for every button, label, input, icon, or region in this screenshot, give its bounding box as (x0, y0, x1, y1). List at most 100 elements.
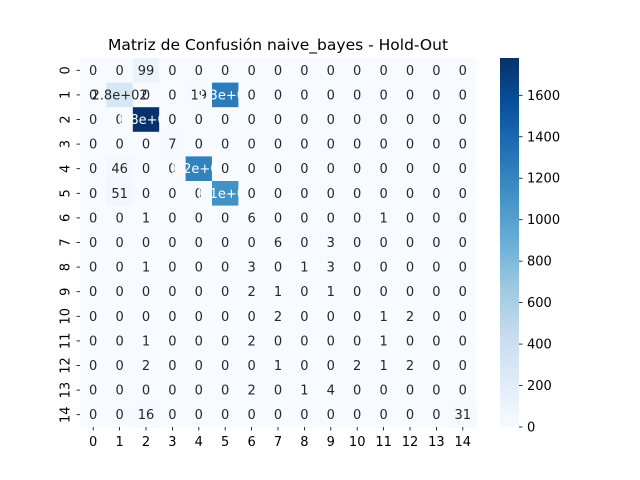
cell-label-r5-c3: 0 (168, 187, 176, 202)
heatmap-cell-r12-c8 (291, 353, 319, 379)
cell-label-r13-c9: 4 (327, 384, 335, 399)
cell-label-r11-c6: 2 (247, 334, 255, 349)
cell-label-r5-c7: 0 (274, 187, 282, 202)
cell-label-r12-c4: 0 (195, 359, 203, 374)
heatmap-cell-r0-c8 (291, 58, 319, 84)
cell-label-r5-c8: 0 (300, 187, 308, 202)
heatmap-cell-r14-c5 (212, 402, 239, 428)
cell-label-r14-c4: 0 (195, 408, 203, 423)
heatmap-cell-r9-c6 (238, 279, 266, 305)
cell-label-r1-c4: 19 (191, 88, 208, 103)
cell-label-r8-c10: 0 (353, 261, 361, 276)
heatmap-cell-r13-c7 (264, 377, 292, 403)
heatmap-cell-r5-c7 (264, 181, 292, 207)
heatmap-cell-r5-c2 (132, 181, 160, 207)
heatmap-cell-r13-c10 (344, 377, 371, 403)
cell-label-r9-c1: 0 (115, 285, 123, 300)
x-tick-label-11: 11 (375, 435, 392, 450)
cell-label-r0-c3: 0 (168, 64, 176, 79)
heatmap-cell-r8-c0 (80, 254, 107, 280)
heatmap-cell-r6-c12 (396, 205, 424, 231)
heatmap-cell-r6-c9 (317, 205, 345, 231)
cell-label-r0-c14: 0 (459, 64, 467, 79)
heatmap-cell-r6-c13 (423, 205, 451, 231)
cell-label-r2-c10: 0 (353, 113, 361, 128)
cell-label-r7-c11: 0 (379, 236, 387, 251)
cell-label-r1-c1: 2.8e+02 (92, 88, 148, 103)
heatmap-cell-r10-c10 (344, 304, 371, 330)
cell-label-r7-c2: 0 (142, 236, 150, 251)
heatmap-cell-r4-c4 (185, 156, 213, 182)
cell-label-r0-c12: 0 (406, 64, 414, 79)
heatmap-cell-r9-c4 (185, 279, 213, 305)
heatmap-cell-r2-c3 (159, 107, 187, 133)
cell-label-r5-c13: 0 (432, 187, 440, 202)
cell-label-r14-c2: 16 (138, 408, 155, 423)
heatmap-cell-r0-c12 (396, 58, 424, 84)
heatmap-cell-r4-c11 (370, 156, 398, 182)
heatmap-cell-r4-c6 (238, 156, 266, 182)
cell-label-r12-c3: 0 (168, 359, 176, 374)
cell-label-r6-c2: 1 (142, 211, 150, 226)
heatmap-cell-r0-c13 (423, 58, 451, 84)
cell-label-r8-c0: 0 (89, 261, 97, 276)
cell-label-r2-c7: 0 (274, 113, 282, 128)
heatmap-cell-r14-c1 (106, 402, 134, 428)
cell-label-r1-c14: 0 (459, 88, 467, 103)
heatmap-cell-r2-c1 (106, 107, 134, 133)
heatmap-cell-r3-c6 (238, 131, 266, 157)
heatmap-cell-r8-c4 (185, 254, 213, 280)
cell-label-r12-c10: 2 (353, 359, 361, 374)
heatmap-cell-r6-c11 (370, 205, 398, 231)
cell-label-r12-c14: 0 (459, 359, 467, 374)
cell-label-r3-c1: 0 (115, 138, 123, 153)
heatmap-cell-r10-c6 (238, 304, 266, 330)
cell-label-r3-c13: 0 (432, 138, 440, 153)
heatmap-cell-r0-c5 (212, 58, 239, 84)
heatmap-cell-r11-c3 (159, 328, 187, 354)
heatmap-cell-r2-c4 (185, 107, 213, 133)
heatmap-cell-r8-c5 (212, 254, 239, 280)
heatmap-cell-r9-c10 (344, 279, 371, 305)
cell-label-r0-c13: 0 (432, 64, 440, 79)
cell-label-r5-c1: 51 (111, 187, 128, 202)
cell-label-r8-c12: 0 (406, 261, 414, 276)
heatmap-cell-r8-c3 (159, 254, 187, 280)
cell-label-r7-c0: 0 (89, 236, 97, 251)
heatmap-cell-r7-c7 (264, 230, 292, 256)
cell-label-r12-c12: 2 (406, 359, 414, 374)
cell-label-r9-c7: 1 (274, 285, 282, 300)
y-tick-label-9: 9 (59, 288, 74, 296)
heatmap-cell-r4-c9 (317, 156, 345, 182)
heatmap-cell-r2-c8 (291, 107, 319, 133)
colorbar-tick-label-3: 600 (527, 296, 552, 311)
heatmap-cell-r3-c4 (185, 131, 213, 157)
cell-label-r12-c5: 0 (221, 359, 229, 374)
heatmap-cell-r10-c9 (317, 304, 345, 330)
x-tick-label-0: 0 (89, 435, 97, 450)
cell-label-r8-c7: 0 (274, 261, 282, 276)
heatmap-cell-r14-c11 (370, 402, 398, 428)
cell-label-r14-c12: 0 (406, 408, 414, 423)
heatmap-cell-r4-c3 (159, 156, 187, 182)
cell-label-r6-c12: 0 (406, 211, 414, 226)
heatmap-cell-r5-c4 (185, 181, 213, 207)
cell-label-r7-c8: 0 (300, 236, 308, 251)
heatmap-cell-r14-c14 (449, 402, 477, 428)
cell-label-r14-c13: 0 (432, 408, 440, 423)
x-tick-label-10: 10 (349, 435, 366, 450)
cell-label-r4-c7: 0 (274, 162, 282, 177)
heatmap-cell-r11-c6 (238, 328, 266, 354)
heatmap-cell-r4-c2 (132, 156, 160, 182)
heatmap-cell-r6-c10 (344, 205, 371, 231)
heatmap-cell-r10-c4 (185, 304, 213, 330)
heatmap-cell-r2-c6 (238, 107, 266, 133)
heatmap-cell-r3-c8 (291, 131, 319, 157)
cell-label-r13-c3: 0 (168, 384, 176, 399)
cell-label-r0-c0: 0 (89, 64, 97, 79)
x-axis: 0 1 2 3 4 5 6 7 8 9 10 11 12 13 14 (89, 427, 471, 450)
heatmap-cell-r7-c6 (238, 230, 266, 256)
colorbar-tick-label-6: 1200 (527, 172, 560, 187)
cell-label-r12-c1: 0 (115, 359, 123, 374)
heatmap-cell-r13-c12 (396, 377, 424, 403)
